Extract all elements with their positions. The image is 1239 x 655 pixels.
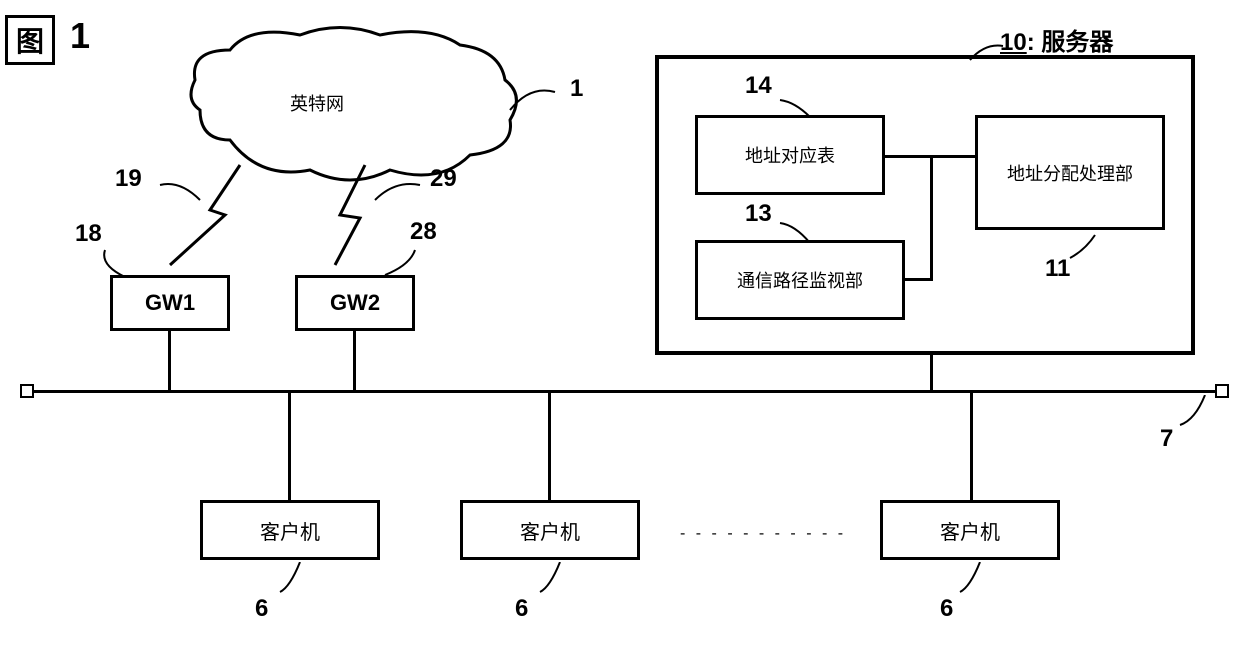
comp13-curve bbox=[775, 215, 815, 243]
link29-ref: 29 bbox=[430, 165, 457, 193]
server-ref: 10: 服务器 bbox=[1000, 22, 1113, 57]
bus-line bbox=[30, 390, 1220, 393]
comp13-ref: 13 bbox=[745, 200, 772, 228]
server-line-13-join bbox=[905, 278, 933, 281]
gateway-1: GW1 bbox=[110, 275, 230, 331]
client2-ref-curve bbox=[535, 562, 570, 597]
cloud-ref: 1 bbox=[570, 75, 583, 103]
server-bus-line bbox=[930, 355, 933, 390]
bus-end-right bbox=[1215, 384, 1229, 398]
comp11-curve bbox=[1065, 230, 1105, 260]
client3-line bbox=[970, 390, 973, 500]
client2-line bbox=[548, 390, 551, 500]
comp11-ref: 11 bbox=[1045, 255, 1070, 283]
client3-ref-curve bbox=[955, 562, 990, 597]
client1-ref-curve bbox=[275, 562, 310, 597]
link19-ref: 19 bbox=[115, 165, 142, 193]
client-1: 客户机 bbox=[200, 500, 380, 560]
client-2: 客户机 bbox=[460, 500, 640, 560]
bus-ref: 7 bbox=[1160, 425, 1173, 453]
gw2-ref: 28 bbox=[410, 218, 437, 246]
client1-ref: 6 bbox=[255, 595, 268, 623]
server-comp-14: 地址对应表 bbox=[695, 115, 885, 195]
client-3: 客户机 bbox=[880, 500, 1060, 560]
client2-ref: 6 bbox=[515, 595, 528, 623]
comp14-ref: 14 bbox=[745, 72, 772, 100]
server-name: 服务器 bbox=[1041, 29, 1113, 56]
server-ref-colon: : bbox=[1027, 29, 1042, 56]
cloud-ref-curve bbox=[505, 80, 565, 120]
figure-label: 图 bbox=[5, 15, 55, 65]
server-ref-curve bbox=[965, 38, 1005, 63]
cloud-label: 英特网 bbox=[290, 90, 344, 116]
gw1-ref: 18 bbox=[75, 220, 102, 248]
server-comp-11: 地址分配处理部 bbox=[975, 115, 1165, 230]
gw1-ref-curve bbox=[95, 245, 135, 280]
link19-curve bbox=[155, 175, 205, 210]
clients-dots: - - - - - - - - - - - bbox=[680, 525, 846, 543]
bus-end-left bbox=[20, 384, 34, 398]
link29-curve bbox=[370, 175, 425, 205]
client1-line bbox=[288, 390, 291, 500]
comp14-curve bbox=[775, 92, 815, 120]
bus-ref-curve bbox=[1175, 395, 1210, 430]
gw2-ref-curve bbox=[380, 245, 425, 280]
server-comp-13: 通信路径监视部 bbox=[695, 240, 905, 320]
gw2-bus-line bbox=[353, 331, 356, 390]
server-line-vertical bbox=[930, 155, 933, 280]
gateway-2: GW2 bbox=[295, 275, 415, 331]
client3-ref: 6 bbox=[940, 595, 953, 623]
gw1-bus-line bbox=[168, 331, 171, 390]
figure-number: 1 bbox=[70, 15, 90, 57]
